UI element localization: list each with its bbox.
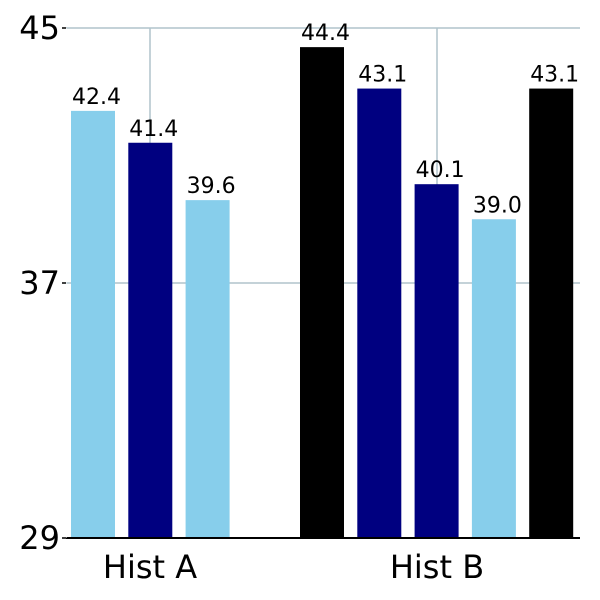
bar-0-0: [71, 110, 115, 538]
data-label: 44.4: [301, 21, 350, 46]
data-label: 42.4: [72, 85, 121, 110]
y-tick-label: 37: [19, 264, 60, 302]
bar-0-2: [185, 200, 230, 538]
y-tick-label: 45: [19, 9, 60, 47]
data-label: 43.1: [358, 63, 407, 88]
bar-0-1: [128, 142, 173, 538]
x-tick-label: Hist B: [390, 548, 484, 586]
bar-1-4: [529, 88, 574, 538]
bar-1-3: [471, 219, 516, 538]
y-tick-label: 29: [19, 519, 60, 557]
x-tick-label: Hist A: [103, 548, 197, 586]
data-label: 43.1: [530, 63, 579, 88]
bar-1-1: [357, 88, 402, 538]
data-label: 39.6: [187, 174, 236, 199]
bar-1-2: [414, 184, 459, 538]
bar-1-0: [300, 47, 344, 538]
data-label: 39.0: [473, 193, 522, 218]
data-label: 41.4: [129, 117, 178, 142]
data-label: 40.1: [416, 158, 465, 183]
